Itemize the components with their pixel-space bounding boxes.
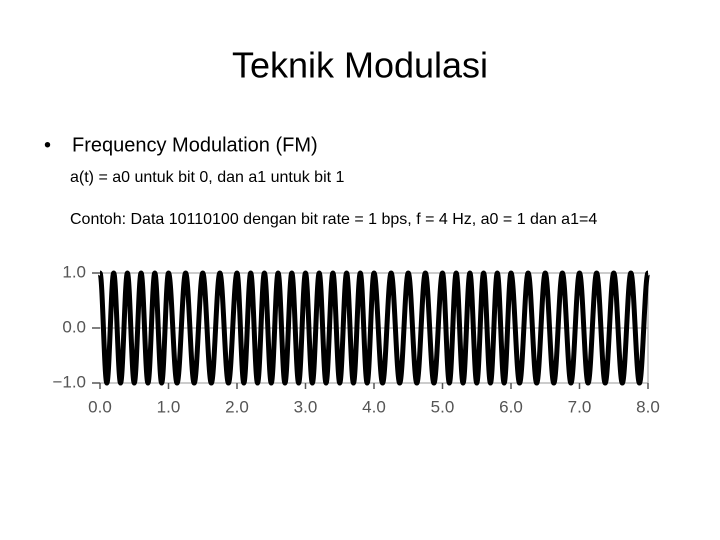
x-tick-label: 1.0 — [157, 397, 181, 416]
slide-title: Teknik Modulasi — [232, 45, 488, 86]
y-tick-label: 1.0 — [62, 262, 86, 281]
sub-line: Contoh: Data 10110100 dengan bit rate = … — [70, 211, 597, 228]
x-tick-label: 6.0 — [499, 397, 523, 416]
x-tick-label: 2.0 — [225, 397, 249, 416]
bullet-text: Frequency Modulation (FM) — [72, 134, 318, 156]
x-tick-label: 7.0 — [568, 397, 592, 416]
y-tick-label: 0.0 — [62, 317, 86, 336]
x-tick-label: 3.0 — [294, 397, 318, 416]
y-tick-label: −1.0 — [52, 372, 86, 391]
sub-line: a(t) = a0 untuk bit 0, dan a1 untuk bit … — [70, 169, 345, 186]
bullet-mark: • — [44, 134, 51, 156]
x-tick-label: 5.0 — [431, 397, 455, 416]
x-tick-label: 0.0 — [88, 397, 112, 416]
x-tick-label: 8.0 — [636, 397, 660, 416]
signal-line — [97, 270, 651, 386]
x-tick-label: 4.0 — [362, 397, 386, 416]
